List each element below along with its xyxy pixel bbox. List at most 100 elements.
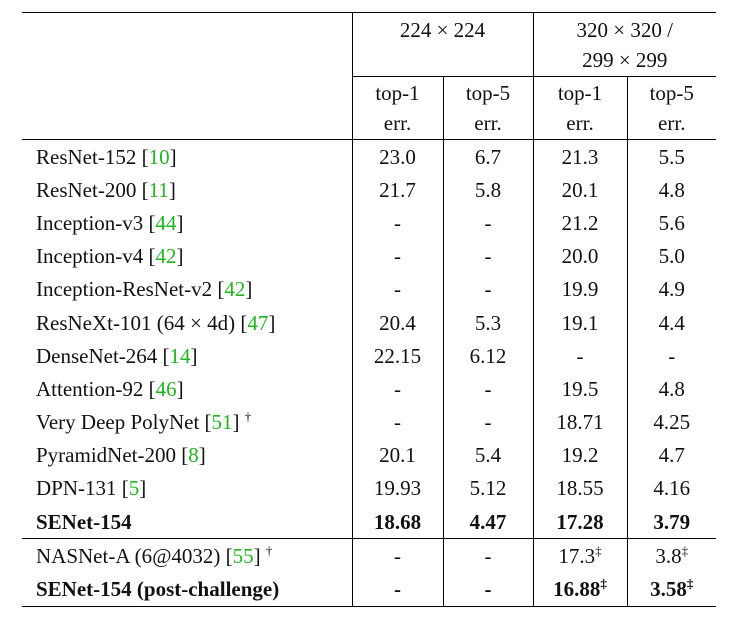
value-cell: 4.16: [626, 471, 716, 506]
value-cell: 21.2: [532, 206, 627, 240]
footnote-mark: ‡: [595, 542, 602, 558]
footnote-mark: †: [244, 409, 252, 425]
value-cell: -: [351, 372, 443, 406]
value-text: 18.68: [373, 509, 422, 534]
value-text: 5.8: [474, 177, 502, 202]
model-name: NASNet-A (6@4032) [55] †: [22, 538, 352, 573]
citation: 55: [232, 543, 254, 568]
footnote-mark: ‡: [681, 542, 689, 558]
model-name: Inception-v4 [42]: [22, 240, 352, 273]
value-text: 5.0: [658, 244, 685, 269]
value-text: 4.47: [469, 509, 507, 534]
value-text: -: [394, 577, 401, 602]
value-cell: 5.4: [442, 438, 533, 472]
value-cell: 4.4: [626, 305, 716, 340]
value-text: -: [484, 244, 492, 269]
header-text: top-1: [557, 81, 603, 105]
header-text: err.: [658, 111, 686, 135]
column-header: top-1 err.: [351, 76, 443, 140]
value-cell: 20.1: [351, 438, 443, 472]
value-cell: 20.4: [351, 305, 443, 340]
value-cell: -: [442, 572, 533, 607]
value-cell: -: [351, 206, 443, 240]
value-cell: 3.58‡: [626, 572, 716, 607]
value-cell: 6.7: [442, 139, 533, 174]
value-text: -: [394, 244, 401, 269]
data-row: Inception-v4 [42] - - 20.0 5.0: [22, 239, 716, 273]
value-cell: -: [442, 272, 533, 306]
value-cell: -: [626, 339, 716, 373]
value-text: 22.15: [373, 343, 422, 368]
value-cell: 21.3: [532, 139, 627, 174]
value-text: 20.4: [379, 310, 416, 335]
value-text: 6.7: [474, 144, 502, 169]
value-cell: 3.8‡: [626, 538, 716, 573]
header-text: 299 × 299: [582, 48, 668, 72]
value-cell: 4.7: [626, 438, 716, 472]
value-cell: 5.8: [442, 173, 533, 207]
value-cell: 19.2: [532, 438, 627, 472]
value-text: 5.5: [658, 144, 685, 169]
value-text: 17.3: [558, 543, 596, 568]
value-cell: 6.12: [442, 339, 533, 373]
value-cell: 18.55: [532, 471, 627, 506]
data-row: Attention-92 [46] - - 19.5 4.8: [22, 372, 716, 406]
footnote-mark: †: [265, 542, 273, 558]
value-cell: -: [442, 239, 533, 273]
value-cell: -: [442, 372, 533, 406]
bracket: [: [148, 244, 156, 269]
group-header: 224 × 224: [351, 12, 533, 77]
bracket: [: [141, 177, 149, 202]
bracket: ]: [176, 376, 184, 401]
header-row: top-1 err. top-5 err. top-1 err. top-5 err.: [22, 76, 716, 140]
bracket: [: [217, 277, 225, 302]
bracket: [: [204, 410, 212, 435]
bracket: [: [162, 343, 170, 368]
value-cell: -: [351, 239, 443, 273]
model-name: Inception-ResNet-v2 [42]: [22, 273, 352, 306]
value-cell: -: [442, 206, 533, 240]
value-cell: 3.79: [626, 505, 716, 540]
value-text: 4.25: [653, 410, 691, 435]
value-text: 18.55: [556, 476, 604, 501]
value-text: -: [484, 543, 492, 568]
footnote-mark: ‡: [600, 576, 607, 592]
bracket: [: [240, 310, 248, 335]
value-text: 4.16: [653, 476, 691, 501]
value-text: 19.5: [561, 376, 599, 401]
model-name: Inception-v3 [44]: [22, 206, 352, 239]
value-cell: -: [351, 272, 443, 306]
value-cell: -: [442, 538, 533, 573]
model-name: ResNet-152 [10]: [22, 140, 352, 174]
citation: 8: [188, 443, 199, 468]
value-text: 4.8: [658, 376, 685, 401]
value-text: -: [394, 277, 401, 302]
header-text: top-1: [375, 81, 420, 105]
value-text: 20.1: [379, 443, 416, 468]
model-label: Inception-ResNet-v2: [36, 277, 213, 302]
value-text: 6.12: [469, 343, 507, 368]
column-header: top-1 err.: [532, 76, 627, 140]
data-row: SENet-154 18.68 4.47 17.28 3.79: [22, 505, 716, 540]
value-text: 19.9: [561, 277, 599, 302]
value-text: 4.8: [658, 177, 685, 202]
column-header: top-5 err.: [442, 76, 533, 140]
bracket: ]: [268, 310, 276, 335]
value-cell: 5.5: [626, 139, 716, 174]
model-label: DPN-131: [36, 476, 117, 501]
citation: 47: [247, 310, 269, 335]
citation: 44: [155, 210, 177, 235]
value-cell: -: [351, 572, 443, 607]
value-text: 5.12: [469, 476, 507, 501]
value-text: 4.7: [658, 443, 685, 468]
value-cell: 5.12: [442, 471, 533, 506]
value-cell: 18.71: [532, 405, 627, 439]
value-text: 4.4: [658, 310, 685, 335]
value-text: 20.1: [561, 177, 599, 202]
model-label: Attention-92: [36, 376, 144, 401]
citation: 5: [128, 476, 140, 501]
value-text: -: [394, 376, 401, 401]
bracket: ]: [169, 144, 177, 169]
value-cell: 4.9: [626, 272, 716, 306]
value-cell: 4.8: [626, 173, 716, 207]
